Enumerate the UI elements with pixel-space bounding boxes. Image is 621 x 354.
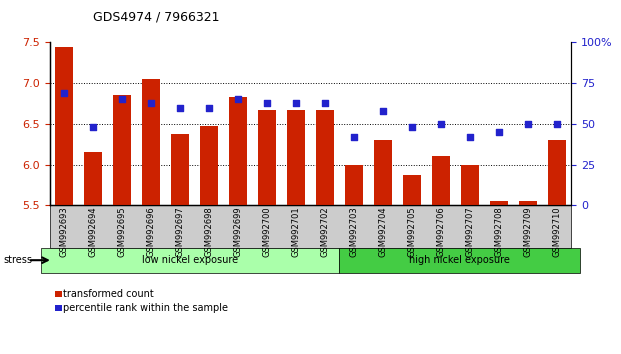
Bar [548, 140, 566, 205]
Point [378, 108, 388, 114]
Point [204, 105, 214, 110]
Point [523, 121, 533, 127]
Point [407, 124, 417, 130]
Bar [519, 201, 537, 205]
Point [320, 100, 330, 105]
Point [233, 97, 243, 102]
Point [262, 100, 272, 105]
Bar [316, 110, 333, 205]
Bar [374, 140, 392, 205]
Bar [114, 96, 131, 205]
Text: GDS4974 / 7966321: GDS4974 / 7966321 [93, 11, 220, 24]
Bar [229, 97, 247, 205]
Text: percentile rank within the sample: percentile rank within the sample [63, 303, 229, 313]
Bar [55, 47, 73, 205]
Text: transformed count: transformed count [63, 289, 154, 299]
Point [175, 105, 185, 110]
Point [436, 121, 446, 127]
Bar [171, 134, 189, 205]
Point [552, 121, 562, 127]
Point [349, 134, 359, 140]
Text: stress: stress [3, 255, 32, 265]
Bar [201, 126, 218, 205]
Bar [142, 79, 160, 205]
Bar [432, 156, 450, 205]
Bar [490, 201, 507, 205]
Text: low nickel exposure: low nickel exposure [142, 255, 238, 265]
Point [59, 90, 69, 96]
Bar [461, 165, 479, 205]
Bar [288, 110, 305, 205]
Bar [258, 110, 276, 205]
Bar [345, 165, 363, 205]
Text: high nickel exposure: high nickel exposure [409, 255, 510, 265]
Point [494, 129, 504, 135]
Point [291, 100, 301, 105]
Point [146, 100, 156, 105]
Bar [403, 175, 420, 205]
Point [465, 134, 475, 140]
Point [117, 97, 127, 102]
Bar [84, 152, 102, 205]
Point [88, 124, 98, 130]
